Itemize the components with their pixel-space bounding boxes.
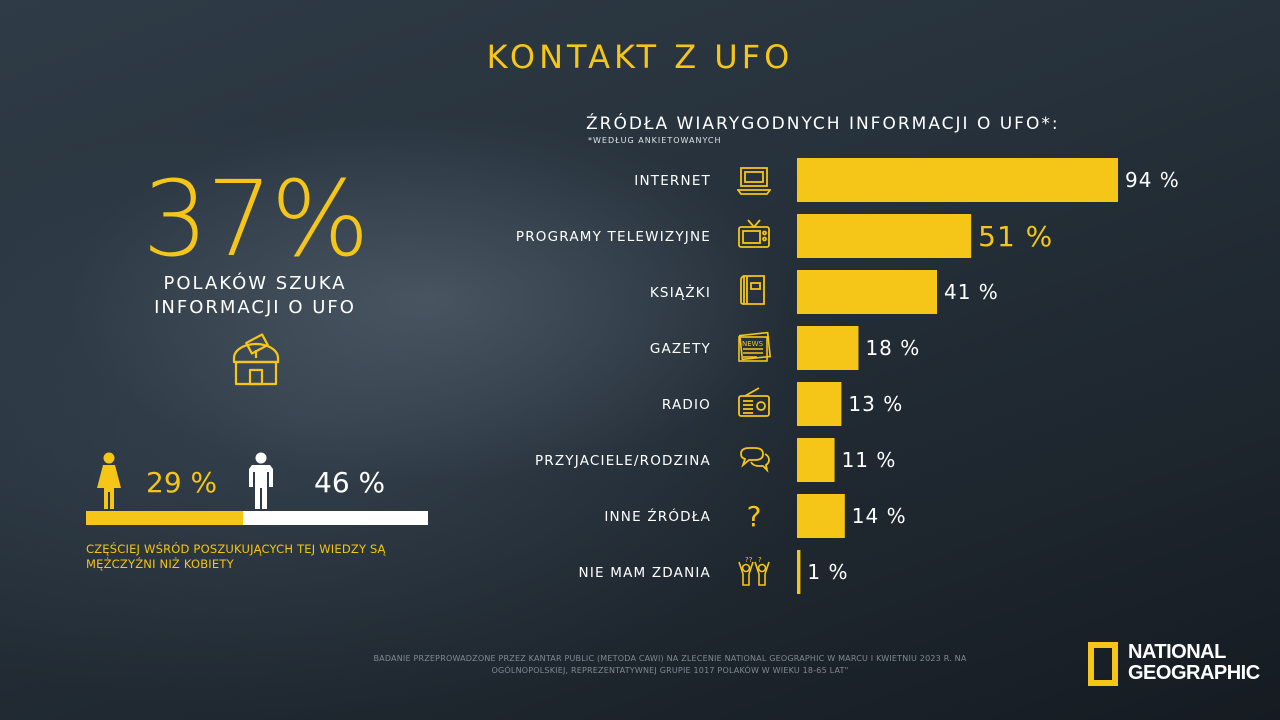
ng-logo-line1: NATIONAL (1128, 641, 1226, 663)
svg-text:?: ? (747, 500, 762, 532)
confused-people-icon: ?? ? (738, 556, 770, 586)
newspaper-icon: NEWS (738, 331, 771, 362)
value-label-2: 41 % (944, 280, 999, 304)
chart-title: ŹRÓDŁA WIARYGODNYCH INFORMACJI O UFO*: (586, 114, 1060, 134)
headline-caption-line2: INFORMACJI O UFO (154, 297, 356, 318)
value-label-1: 51 % (978, 220, 1053, 253)
value-label-6: 14 % (852, 504, 907, 528)
headline-percent: 37% (142, 158, 369, 280)
bar-7 (797, 550, 801, 594)
bar-3 (797, 326, 859, 370)
book-icon (740, 275, 765, 305)
svg-text:??: ?? (745, 556, 753, 564)
category-label-2: KSIĄŻKI (650, 283, 711, 301)
observatory-icon (232, 333, 280, 386)
tv-icon (738, 219, 770, 248)
ng-frame-icon (1088, 642, 1118, 686)
headline-caption-line1: POLAKÓW SZUKA (163, 273, 347, 294)
value-label-0: 94 % (1125, 168, 1180, 192)
category-label-7: NIE MAM ZDANIA (579, 565, 711, 581)
question-icon: ? (747, 500, 762, 532)
male-icon (249, 452, 273, 509)
bar-4 (797, 382, 842, 426)
bar-1 (797, 214, 972, 258)
svg-text:?: ? (758, 556, 762, 564)
gender-note-line2: MĘŻCZYŹNI NIŻ KOBIETY (86, 557, 234, 571)
female-percent: 29 % (146, 466, 218, 499)
category-label-6: INNE ŹRÓDŁA (604, 507, 711, 525)
category-label-4: RADIO (662, 397, 711, 413)
ng-logo-text: NATIONAL GEOGRAPHIC (1128, 642, 1260, 684)
value-label-7: 1 % (807, 560, 848, 584)
page-title: KONTAKT Z UFO (486, 38, 794, 76)
footer-line2: OGÓLNOPOLSKIEJ, REPREZENTATYWNEJ GRUPIE … (491, 666, 849, 675)
gender-bar (86, 511, 428, 525)
national-geographic-logo: NATIONAL GEOGRAPHIC (1088, 642, 1260, 688)
male-percent: 46 % (314, 466, 386, 499)
chat-icon (740, 447, 770, 473)
value-label-4: 13 % (848, 392, 903, 416)
category-label-5: PRZYJACIELE/RODZINA (535, 453, 711, 469)
laptop-icon (737, 167, 771, 195)
category-label-3: GAZETY (650, 341, 711, 357)
bar-0 (797, 158, 1118, 202)
ng-logo-line2: GEOGRAPHIC (1128, 662, 1260, 684)
radio-icon (738, 387, 770, 417)
footer-line1: BADANIE PRZEPROWADZONE PRZEZ KANTAR PUBL… (373, 654, 967, 663)
value-label-5: 11 % (842, 448, 897, 472)
category-label-1: PROGRAMY TELEWIZYJNE (516, 229, 711, 245)
gender-bar-female-fill (86, 511, 243, 525)
svg-text:NEWS: NEWS (742, 340, 764, 348)
value-label-3: 18 % (865, 336, 920, 360)
female-icon (97, 452, 121, 509)
gender-note: CZĘŚCIEJ WŚRÓD POSZUKUJĄCYCH TEJ WIEDZY … (86, 542, 426, 572)
category-label-0: INTERNET (634, 173, 711, 189)
gender-note-line1: CZĘŚCIEJ WŚRÓD POSZUKUJĄCYCH TEJ WIEDZY … (86, 542, 386, 556)
bar-2 (797, 270, 938, 314)
bar-5 (797, 438, 835, 482)
bar-6 (797, 494, 845, 538)
headline-caption: POLAKÓW SZUKA INFORMACJI O UFO (100, 272, 410, 320)
chart-subtitle: *WEDŁUG ANKIETOWANYCH (588, 136, 722, 145)
footer-note: BADANIE PRZEPROWADZONE PRZEZ KANTAR PUBL… (290, 653, 1050, 677)
